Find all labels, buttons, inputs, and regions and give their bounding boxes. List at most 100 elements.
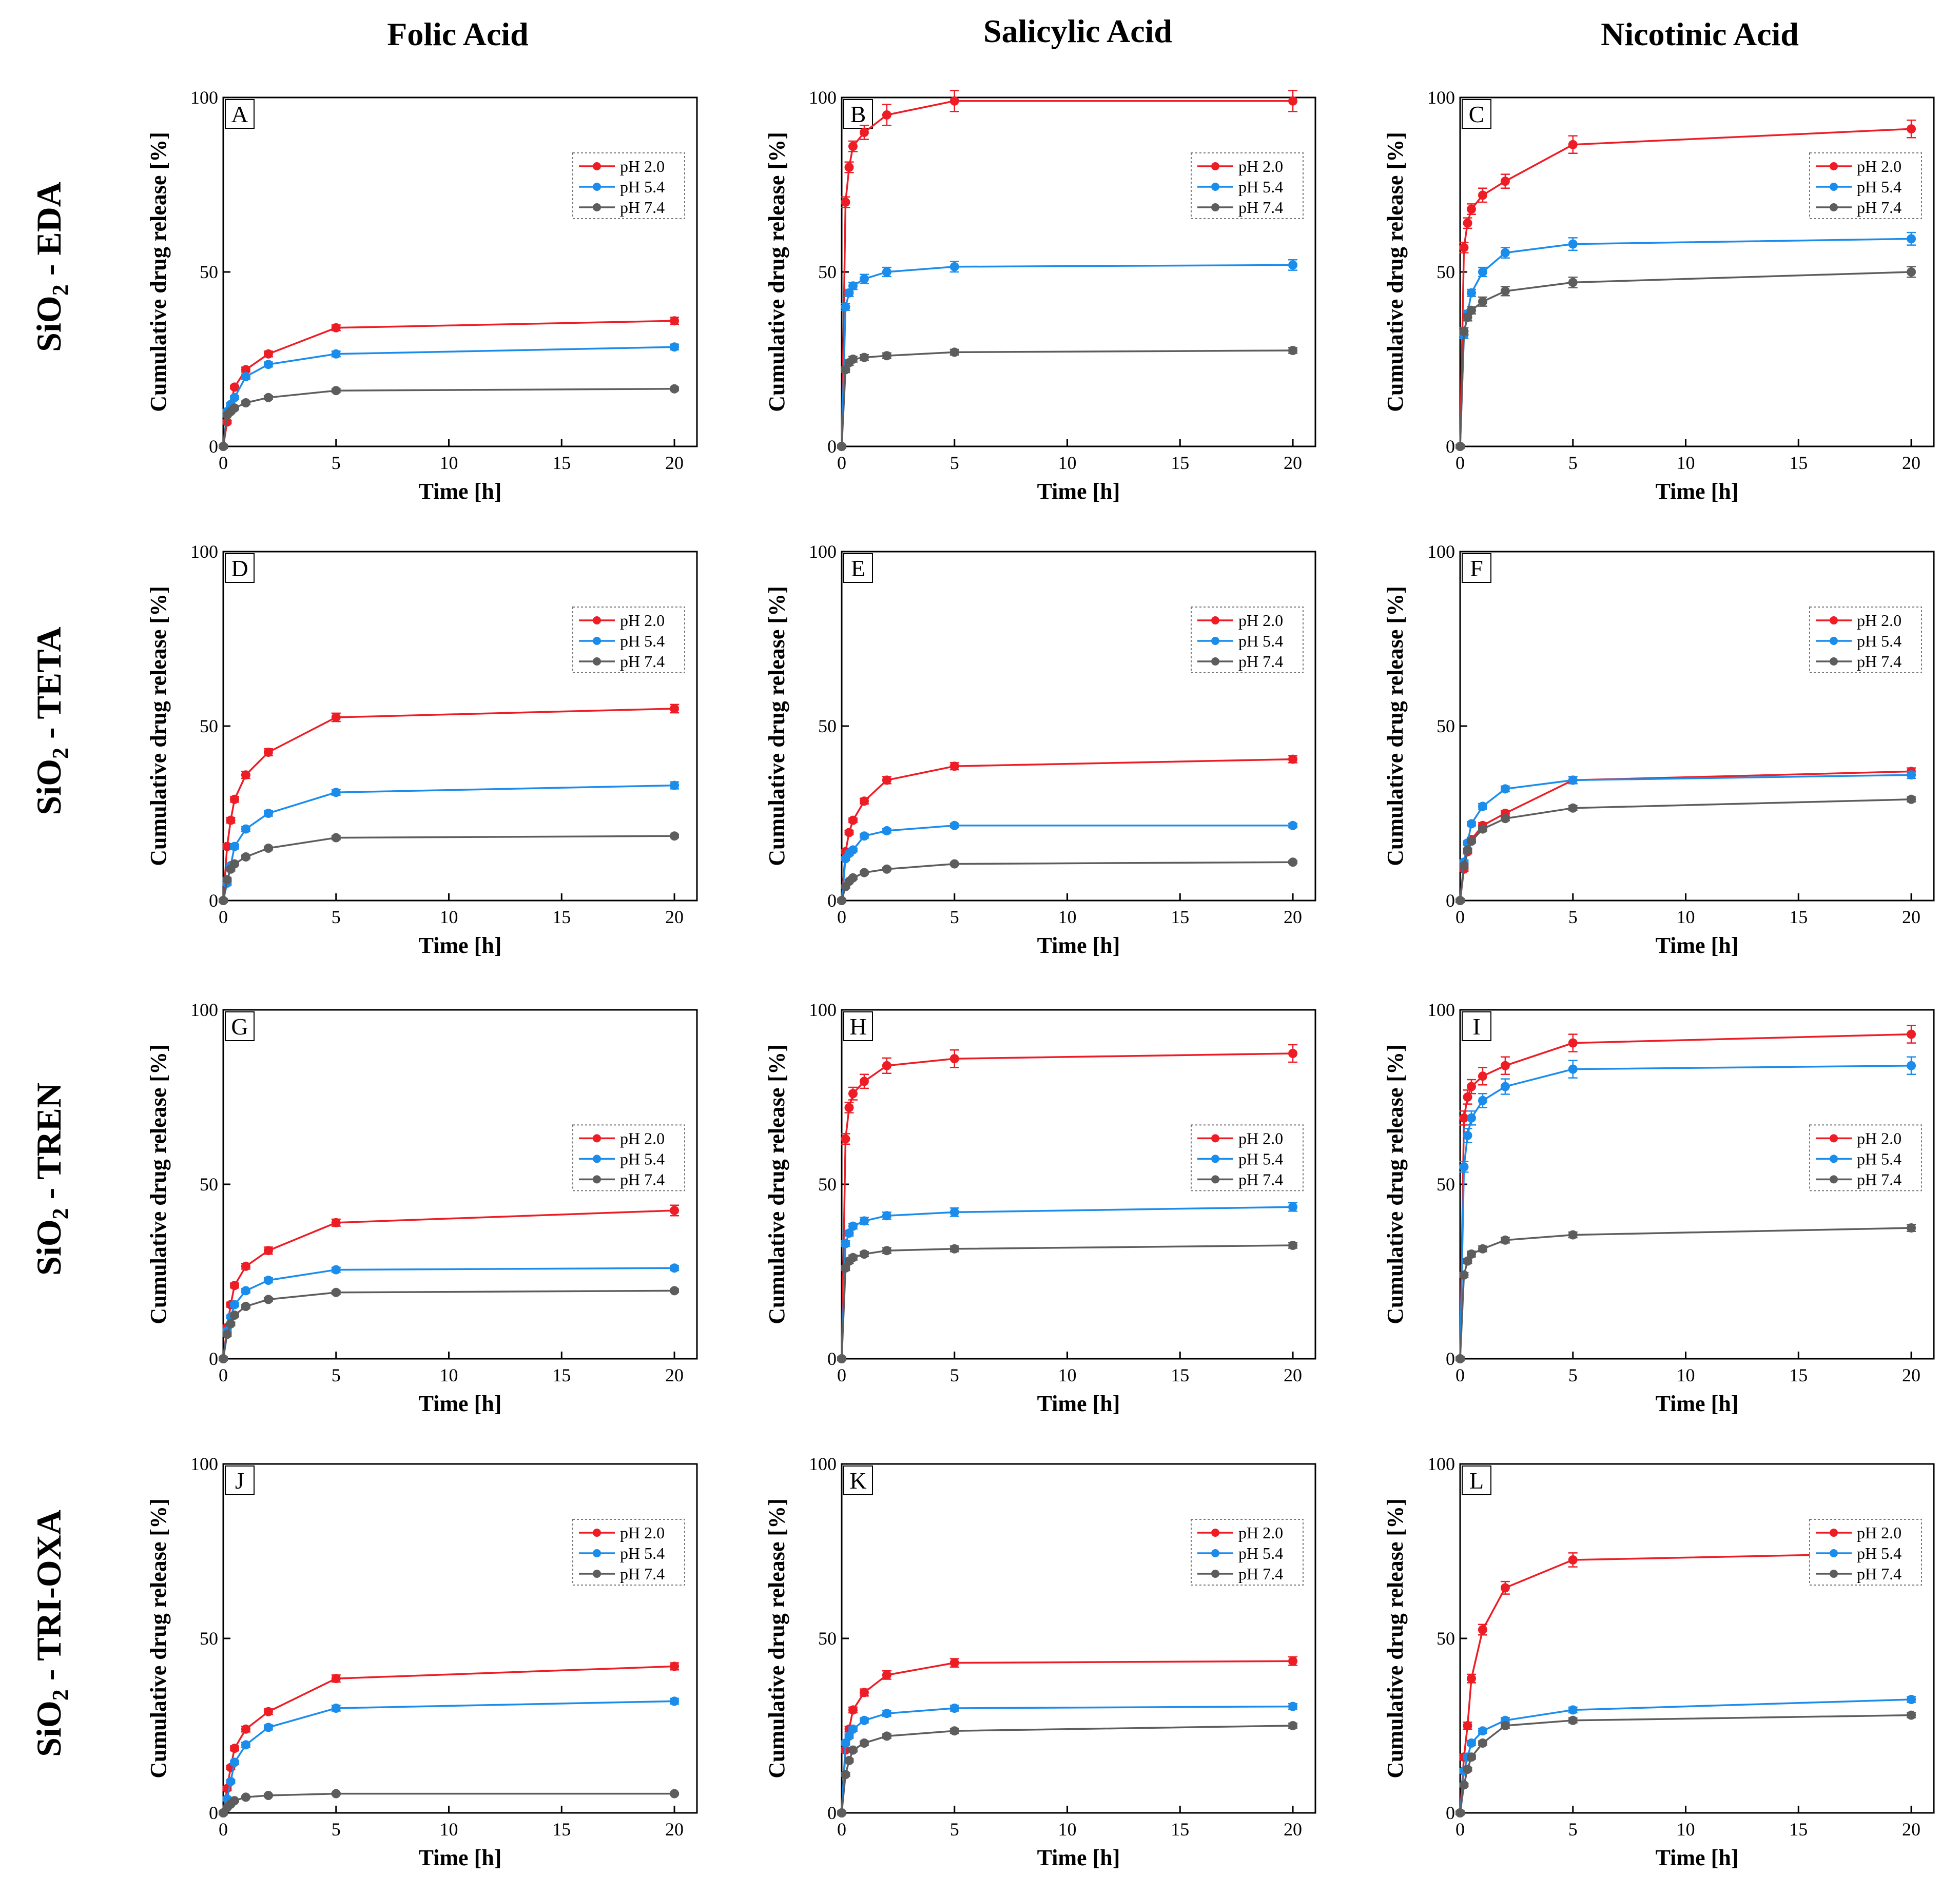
plot-frame	[841, 551, 1316, 902]
x-tick-label: 10	[1677, 1365, 1695, 1385]
series-line	[222, 708, 675, 901]
legend-item-ph-2-0: pH 2.0	[1197, 611, 1283, 630]
x-axis-label: Time [h]	[1037, 1845, 1120, 1870]
panel-letter: E	[851, 555, 865, 581]
data-point	[949, 820, 959, 830]
data-point	[229, 403, 239, 413]
legend-marker	[593, 1155, 601, 1163]
legend-item-ph-7-4: pH 7.4	[1197, 1565, 1283, 1583]
x-tick-label: 5	[950, 907, 959, 927]
data-point	[1466, 204, 1476, 214]
x-axis-label: Time [h]	[419, 479, 502, 504]
data-point	[241, 372, 250, 381]
data-point	[1466, 1082, 1476, 1091]
y-tick-label: 50	[818, 1174, 837, 1195]
legend-item-ph-5-4: pH 5.4	[1197, 1544, 1283, 1562]
x-tick-label: 20	[665, 1819, 684, 1840]
y-axis-label: Cumulative drug release [%]	[146, 132, 171, 412]
data-point	[670, 1696, 680, 1706]
data-point	[263, 1723, 273, 1732]
data-point	[837, 1354, 846, 1363]
legend-item-ph-7-4: pH 7.4	[579, 198, 665, 217]
series-ph-2-0	[219, 703, 680, 905]
data-point	[263, 748, 273, 757]
data-point	[229, 1796, 239, 1806]
x-tick-label: 20	[1284, 453, 1302, 473]
data-point	[1463, 218, 1472, 228]
legend: pH 2.0 pH 5.4 pH 7.4	[1809, 1124, 1922, 1191]
data-point	[241, 365, 250, 375]
x-axis-label: Time [h]	[1656, 479, 1739, 504]
x-axis-label: Time [h]	[419, 1845, 502, 1870]
column-title-salicylic-acid: Salicylic Acid	[983, 13, 1172, 49]
row-title-subscript: 2	[48, 748, 73, 759]
panel-letter: K	[849, 1468, 866, 1494]
x-tick-label: 0	[219, 1365, 228, 1385]
legend-marker	[1830, 162, 1838, 170]
data-point	[1907, 234, 1916, 244]
legend-label: pH 5.4	[1238, 632, 1283, 650]
legend-label: pH 5.4	[1238, 1149, 1283, 1168]
chart-panel-i: 0 5 10 15 20 0 50 100 Time [h] Cumulative drug re…	[1383, 1000, 1935, 1416]
legend-marker	[1211, 183, 1219, 191]
legend-label: pH 2.0	[1857, 1523, 1901, 1542]
row-title-sio2-teta: SiO2 - TETA	[29, 627, 73, 815]
data-point	[241, 1261, 250, 1271]
y-tick-label: 100	[1427, 1000, 1455, 1020]
row-title-sio2-eda: SiO2 - EDA	[29, 182, 73, 352]
data-point	[1466, 1738, 1476, 1748]
data-point	[848, 1745, 858, 1755]
y-tick-label: 50	[200, 262, 218, 282]
series-ph-7-4	[1456, 794, 1916, 905]
data-point	[1478, 802, 1487, 811]
data-point	[1463, 1130, 1472, 1140]
data-point	[1459, 1780, 1469, 1790]
legend-item-ph-2-0: pH 2.0	[1816, 157, 1901, 175]
legend-marker	[1830, 616, 1838, 624]
series-line	[841, 1206, 1293, 1359]
data-point	[882, 351, 891, 361]
row-title-main: SiO	[29, 1700, 68, 1757]
data-point	[1459, 1162, 1469, 1171]
data-point	[1907, 770, 1916, 780]
legend-marker	[593, 1570, 601, 1578]
data-point	[1568, 239, 1578, 249]
data-point	[219, 896, 228, 905]
legend-marker	[1830, 183, 1838, 191]
data-point	[263, 809, 273, 818]
y-tick-label: 50	[818, 716, 837, 736]
legend-label: pH 7.4	[1857, 1170, 1901, 1188]
column-title-folic-acid: Folic Acid	[387, 16, 529, 52]
panel-letter: H	[849, 1013, 866, 1040]
legend-item-ph-5-4: pH 5.4	[1816, 632, 1901, 650]
series-ph-7-4	[219, 384, 680, 451]
x-axis-label: Time [h]	[1656, 1845, 1739, 1870]
legend-item-ph-5-4: pH 5.4	[579, 1149, 665, 1168]
data-point	[331, 323, 341, 333]
data-point	[1907, 1695, 1916, 1704]
x-tick-label: 20	[665, 907, 684, 927]
legend-item-ph-2-0: pH 2.0	[579, 1523, 665, 1542]
data-point	[949, 1207, 959, 1217]
series-line	[1459, 774, 1912, 901]
x-tick-label: 5	[1568, 1365, 1578, 1385]
series-line	[1459, 770, 1912, 901]
data-point	[848, 1253, 858, 1262]
series-ph-7-4	[837, 346, 1298, 451]
legend-item-ph-5-4: pH 5.4	[1197, 632, 1283, 650]
legend-item-ph-7-4: pH 7.4	[1816, 198, 1901, 217]
y-axis-label: Cumulative drug release [%]	[146, 1044, 171, 1324]
data-point	[241, 1286, 250, 1296]
legend-marker	[1830, 1134, 1838, 1143]
data-point	[1466, 1113, 1476, 1123]
data-point	[882, 864, 891, 874]
series-ph-7-4	[219, 1286, 680, 1363]
data-point	[1459, 326, 1469, 336]
y-tick-label: 0	[827, 1348, 837, 1369]
data-point	[1500, 784, 1510, 794]
x-tick-label: 10	[1058, 1365, 1077, 1385]
row-title-rest: - TETA	[29, 627, 68, 748]
data-point	[263, 1295, 273, 1304]
data-point	[1478, 824, 1487, 834]
legend-marker	[1830, 637, 1838, 645]
